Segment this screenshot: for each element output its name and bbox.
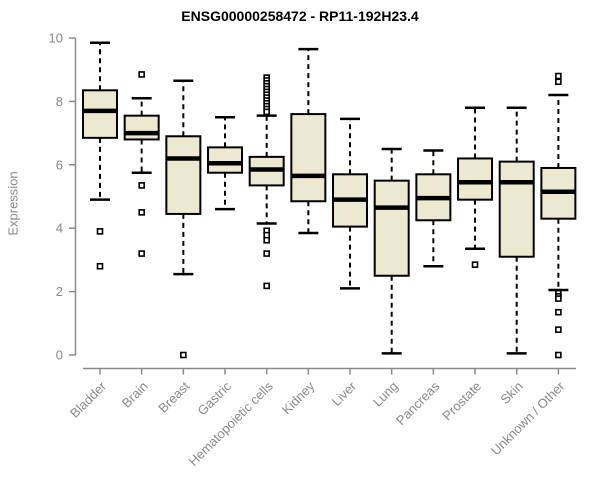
box-Prostate (457, 157, 494, 201)
x-category-label: Unknown / Other (488, 378, 568, 458)
box-Breast (165, 135, 202, 215)
box-Kidney (290, 113, 327, 203)
outlier-point (138, 182, 145, 189)
x-category-label: Breast (155, 378, 192, 415)
outlier-point (263, 282, 270, 290)
x-category-label: Skin (497, 379, 525, 407)
outlier-point (471, 261, 479, 268)
x-category-label: Lung (370, 379, 401, 410)
outlier-point (555, 295, 562, 302)
outlier-point (263, 250, 270, 257)
box-Skin (498, 160, 535, 258)
x-category-label: Kidney (279, 378, 318, 417)
x-category-label: Liver (329, 378, 360, 409)
x-category-label: Bladder (67, 378, 110, 421)
y-tick-label: 8 (56, 94, 63, 109)
y-tick-label: 0 (56, 348, 63, 363)
x-category-label: Pancreas (393, 378, 443, 428)
outlier-point (263, 231, 270, 239)
x-category-label: Gastric (194, 378, 234, 418)
outlier-point (263, 108, 270, 116)
outlier-point (138, 209, 145, 216)
outlier-point (555, 308, 562, 316)
x-category-label: Prostate (439, 379, 484, 424)
outlier-point (96, 262, 104, 270)
outlier-point (555, 78, 562, 86)
outlier-point (555, 351, 562, 359)
y-tick-label: 4 (56, 221, 63, 236)
outlier-point (263, 236, 270, 244)
y-tick-label: 10 (49, 31, 63, 46)
outlier-point (96, 228, 104, 235)
box-Brain (123, 114, 160, 141)
outlier-point (555, 326, 562, 333)
outlier-point (138, 71, 145, 78)
y-tick-label: 2 (56, 284, 63, 299)
x-category-label: Brain (119, 379, 151, 411)
outlier-point (555, 72, 562, 80)
y-tick-label: 6 (56, 157, 63, 172)
outlier-point (138, 250, 145, 257)
box-Bladder (82, 89, 118, 139)
outlier-point (180, 351, 187, 359)
box-Lung (373, 179, 410, 277)
box-Gastric (207, 146, 244, 174)
chart-title: ENSG00000258472 - RP11-192H23.4 (181, 8, 419, 24)
